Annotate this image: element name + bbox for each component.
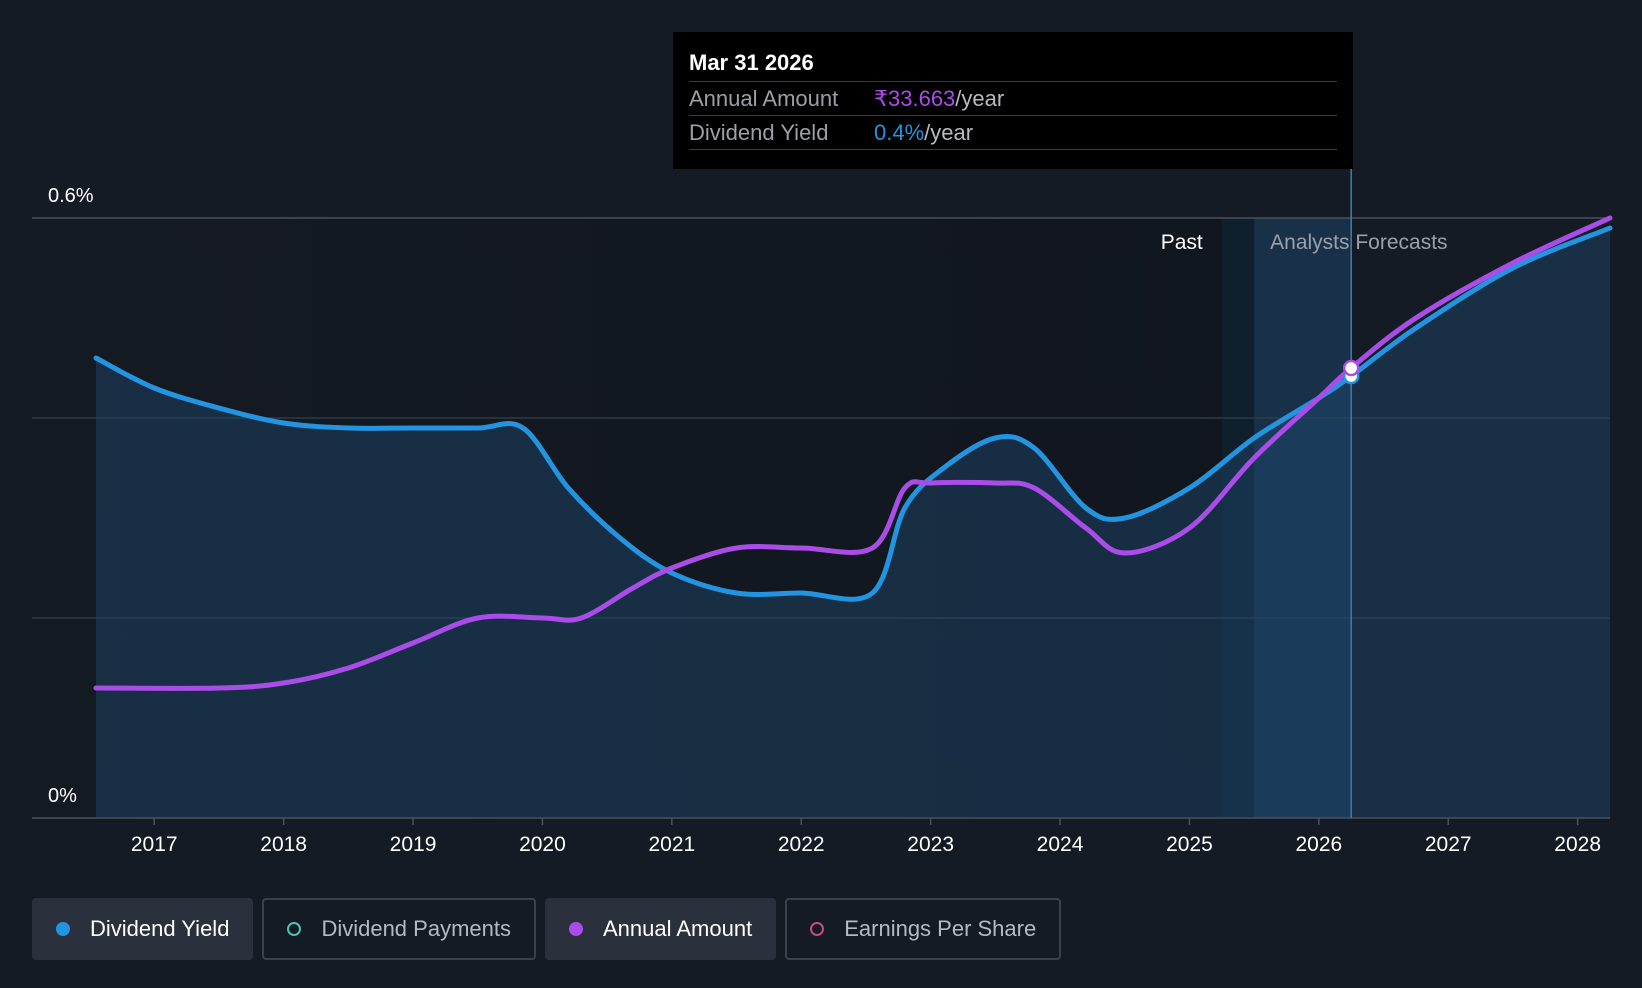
transition-band <box>1221 218 1255 818</box>
legend: Dividend Yield Dividend Payments Annual … <box>32 898 1062 962</box>
x-tick-label: 2027 <box>1425 833 1472 856</box>
legend-dividend-yield-button[interactable]: Dividend Yield <box>32 898 254 960</box>
tooltip-label: Dividend Yield <box>689 120 829 145</box>
tooltip-unit: /year <box>955 86 1005 111</box>
tooltip-value: 0.4% <box>874 120 925 145</box>
x-tick-label: 2022 <box>778 833 825 856</box>
x-tick-label: 2019 <box>390 833 437 856</box>
x-tick-label: 2023 <box>907 833 954 856</box>
dividend-payments-ring-icon <box>287 922 302 936</box>
legend-earnings-per-share-button[interactable]: Earnings Per Share <box>785 898 1062 960</box>
forecast-highlight <box>1254 218 1352 818</box>
x-tick-label: 2020 <box>519 833 566 856</box>
analysts-forecasts-label: Analysts Forecasts <box>1270 231 1447 254</box>
tooltip-label: Annual Amount <box>689 86 839 111</box>
x-tick-label: 2024 <box>1037 833 1084 856</box>
past-label: Past <box>1161 231 1203 254</box>
annual-amount-line <box>93 215 1613 691</box>
x-tick-label: 2021 <box>648 833 695 856</box>
annual-amount-dot-icon <box>568 922 583 936</box>
x-tick-label: 2026 <box>1295 833 1342 856</box>
legend-annual-amount-button[interactable]: Annual Amount <box>544 898 777 960</box>
past-region <box>32 218 1222 818</box>
earnings-per-share-ring-icon <box>810 922 825 936</box>
legend-label: Earnings Per Share <box>844 916 1037 941</box>
legend-dividend-payments-button[interactable]: Dividend Payments <box>262 898 536 960</box>
tooltip: Mar 31 2026 Annual Amount ₹33.663 /year … <box>673 32 1353 169</box>
legend-label: Dividend Payments <box>321 916 511 941</box>
tooltip-unit: /year <box>924 120 974 145</box>
x-tick-label: 2028 <box>1554 833 1601 856</box>
x-tick-label: 2025 <box>1166 833 1213 856</box>
legend-label: Dividend Yield <box>90 916 230 941</box>
tooltip-row-dividend-yield: Dividend Yield 0.4% /year <box>689 115 1337 150</box>
x-tick-label: 2018 <box>260 833 307 856</box>
dividend-yield-dot-icon <box>56 922 70 936</box>
dividend-yield-area <box>96 228 1610 818</box>
tooltip-value: ₹33.663 <box>874 86 956 111</box>
legend-label: Annual Amount <box>602 916 753 941</box>
tooltip-row-annual-amount: Annual Amount ₹33.663 /year <box>689 81 1337 115</box>
annual-amount-marker <box>1342 359 1360 377</box>
y-axis-label-top: 0.6% <box>48 185 94 207</box>
x-tick-label: 2017 <box>131 833 178 856</box>
y-axis-label-bottom: 0% <box>48 785 77 807</box>
tooltip-date: Mar 31 2026 <box>689 50 814 75</box>
